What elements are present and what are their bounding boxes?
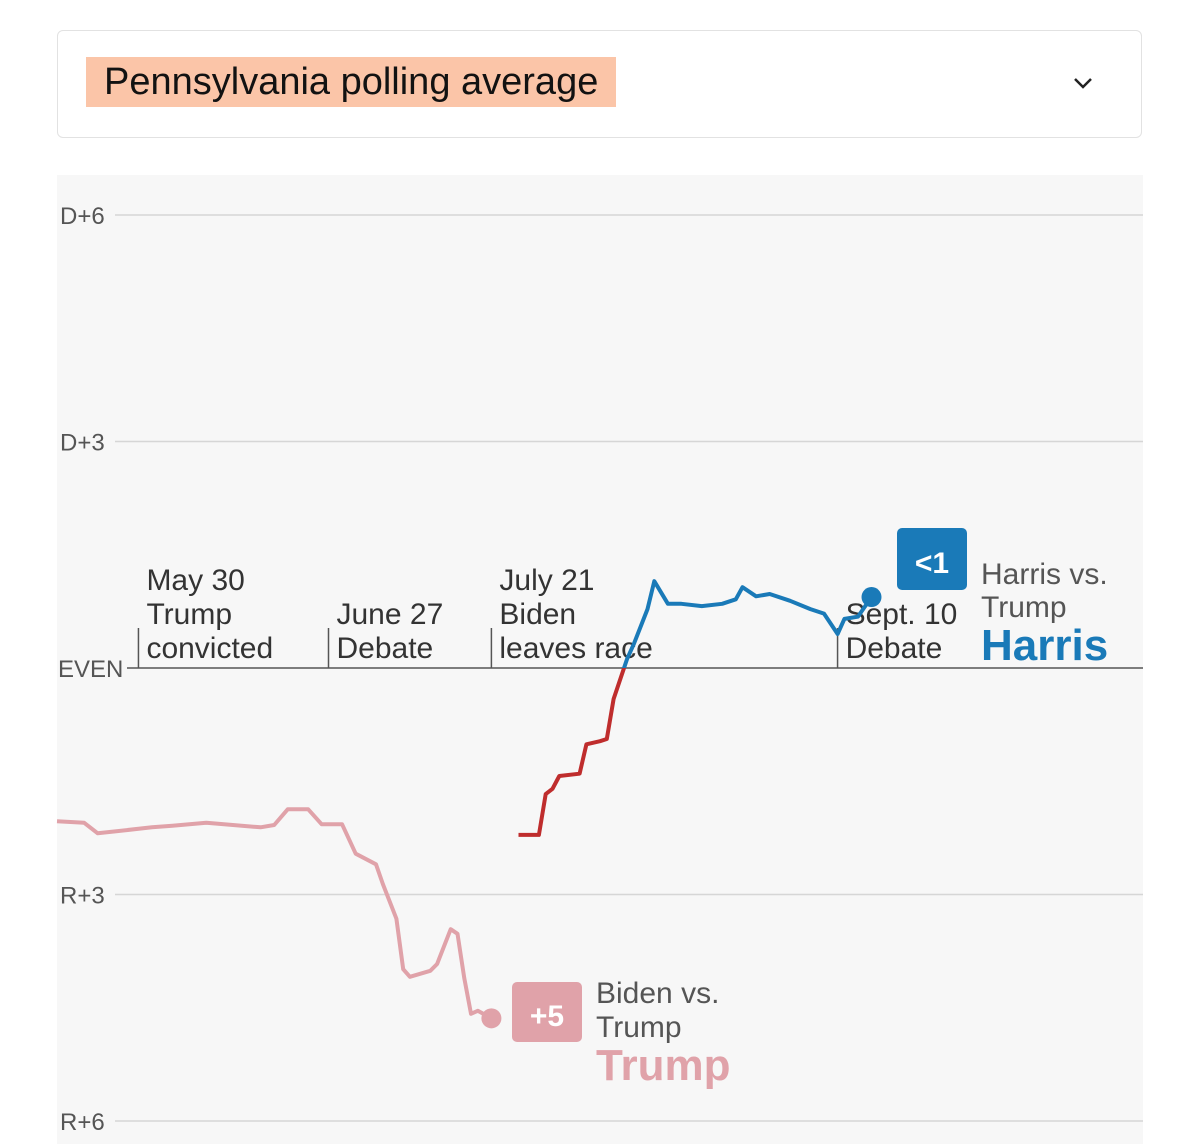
chevron-down-icon[interactable] xyxy=(1071,71,1095,95)
event-label: convicted xyxy=(146,632,273,665)
series-name-line1: Biden vs. xyxy=(596,977,719,1010)
event-label: Biden xyxy=(499,598,576,631)
biden-vs-trump-endpoint xyxy=(481,1008,502,1029)
y-tick-label: EVEN xyxy=(58,656,123,683)
margin-value: +5 xyxy=(530,1000,564,1033)
harris-vs-trump-line-trump-lead xyxy=(518,668,627,837)
harris-vs-trump-line-harris-lead xyxy=(621,579,874,668)
harris-vs-trump-endpoint xyxy=(861,587,882,608)
event-label: May 30 xyxy=(146,564,244,597)
series-name-line2: Trump xyxy=(596,1011,682,1044)
state-dropdown[interactable]: Pennsylvania polling average xyxy=(57,30,1142,138)
dropdown-title: Pennsylvania polling average xyxy=(86,57,617,107)
event-label: Debate xyxy=(846,632,943,665)
series-name-line1: Harris vs. xyxy=(981,558,1108,591)
y-tick-label: D+3 xyxy=(60,430,105,457)
event-label: June 27 xyxy=(337,598,444,631)
event-label: July 21 xyxy=(499,564,594,597)
plot-background xyxy=(57,175,1143,1144)
leader-label: Harris xyxy=(981,621,1108,670)
series-name-line2: Trump xyxy=(981,591,1067,624)
margin-badge-harris-trump xyxy=(897,528,967,590)
event-label: Debate xyxy=(337,632,434,665)
y-tick-label: R+3 xyxy=(60,883,105,910)
biden-vs-trump-line xyxy=(56,807,493,1021)
margin-badge-biden-trump xyxy=(512,982,582,1042)
margin-value: <1 xyxy=(915,547,949,580)
event-label: Trump xyxy=(146,598,232,631)
y-tick-label: D+6 xyxy=(60,203,105,230)
leader-label: Trump xyxy=(596,1041,730,1090)
y-tick-label: R+6 xyxy=(60,1109,105,1136)
event-label: Sept. 10 xyxy=(846,598,958,631)
